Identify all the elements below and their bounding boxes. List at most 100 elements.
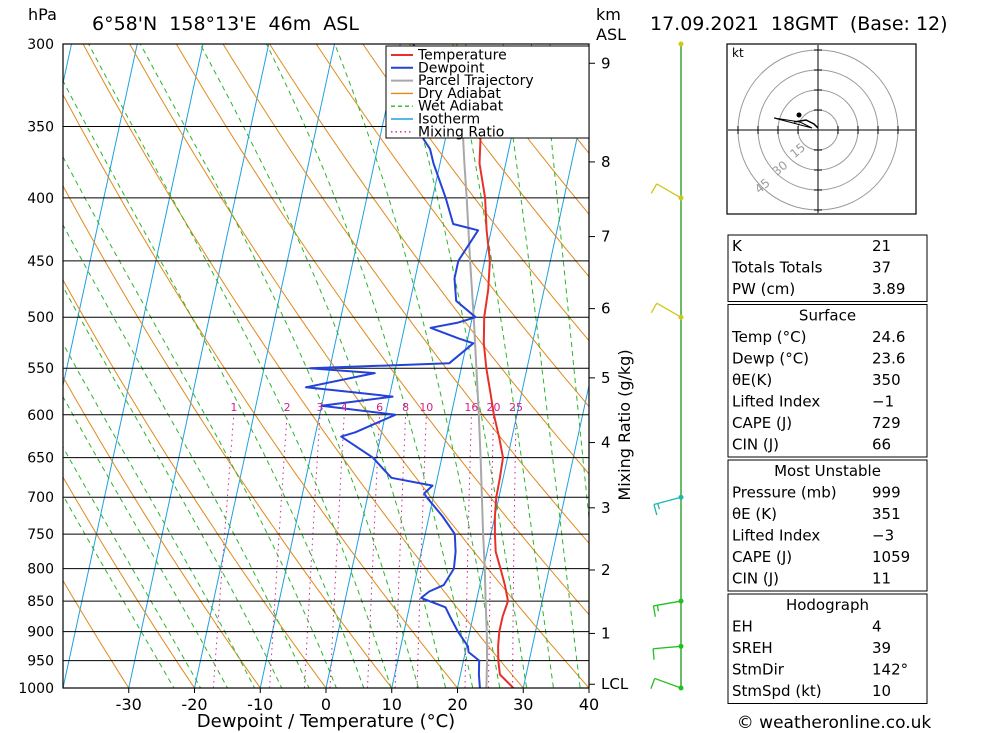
- general-indices-row-label: PW (cm): [732, 280, 795, 298]
- legend-label: Mixing Ratio: [418, 124, 504, 140]
- mixing-ratio-label: 25: [509, 401, 523, 414]
- pressure-tick-label: 500: [27, 310, 54, 326]
- general-indices-row-value: 37: [872, 259, 891, 277]
- pressure-tick-label: 950: [27, 654, 54, 670]
- height-tick-label: LCL: [601, 675, 629, 693]
- pressure-tick-label: 850: [27, 594, 54, 610]
- surface-indices-row-value: 66: [872, 436, 891, 454]
- surface-indices-row-label: Dewp (°C): [732, 350, 809, 368]
- isotherm-line: [63, 44, 204, 688]
- wet-adiabat-line: [63, 395, 229, 688]
- legend-label: Dewpoint: [418, 60, 485, 76]
- surface-indices-row-value: 23.6: [872, 350, 905, 368]
- isotherm-line: [63, 44, 138, 388]
- hodograph-indices-row-value: 4: [872, 618, 882, 636]
- pressure-tick-label: 350: [27, 119, 54, 135]
- mixing-ratio-label: 10: [419, 401, 433, 414]
- hodograph-indices-row-label: StmSpd (kt): [732, 682, 822, 700]
- wet-adiabat-line: [63, 79, 365, 688]
- general-indices-row-value: 21: [872, 237, 891, 255]
- pressure-tick-label: 400: [27, 191, 54, 207]
- mixing-ratio-label: 20: [487, 401, 501, 414]
- most-unstable-indices-title: Most Unstable: [774, 462, 881, 480]
- hodograph-indices-row-value: 142°: [872, 661, 908, 679]
- most-unstable-indices-row-label: Pressure (mb): [732, 484, 837, 502]
- dry-adiabat-line: [362, 44, 589, 342]
- dry-adiabat-line: [315, 44, 589, 408]
- mixing-ratio-line: [212, 414, 235, 688]
- pressure-tick-label: 300: [27, 37, 54, 53]
- surface-indices-box: [727, 304, 928, 458]
- dewpoint-line: [304, 44, 481, 688]
- dry-adiabat-line: [63, 476, 196, 688]
- mixing-ratio-line: [303, 414, 321, 688]
- general-indices-row-value: 3.89: [872, 280, 905, 298]
- hodograph-indices-row-label: EH: [732, 618, 753, 636]
- surface-indices-row-label: CIN (J): [732, 436, 779, 454]
- mixing-ratio-axis-title: Mixing Ratio (g/kg): [615, 349, 634, 500]
- hodograph-indices-row-label: StmDir: [732, 661, 785, 679]
- height-tick-label: 9: [601, 54, 611, 72]
- wet-adiabat-line: [452, 44, 554, 688]
- isotherm-line: [0, 0, 27, 714]
- isotherm-line: [63, 44, 73, 86]
- general-indices-box: [727, 234, 928, 302]
- surface-indices-row-value: −1: [872, 393, 894, 411]
- temperature-tick-label: 10: [382, 695, 402, 714]
- pressure-tick-label: 700: [27, 490, 54, 506]
- wet-adiabat-line: [397, 44, 528, 688]
- mixing-ratio-label: 16: [464, 401, 478, 414]
- surface-indices-row-label: CAPE (J): [732, 414, 792, 432]
- most-unstable-indices-row-label: CAPE (J): [732, 548, 792, 566]
- hodograph-trace: [793, 119, 819, 129]
- temperature-tick-label: 30: [513, 695, 533, 714]
- isotherm-lines: [0, 0, 589, 714]
- general-indices-row-label: K: [732, 237, 743, 255]
- isotherm-line: [193, 44, 336, 688]
- height-tick-label: 7: [601, 228, 611, 246]
- temperature-tick-label: -30: [116, 695, 142, 714]
- wet-adiabat-line: [499, 44, 581, 688]
- location-title: 6°58'N 158°13'E 46m ASL: [92, 13, 359, 35]
- parcel-trajectory-line: [461, 126, 489, 688]
- wet-adiabat-line: [139, 44, 419, 688]
- surface-indices-row-value: 350: [872, 371, 901, 389]
- legend-label: Dry Adiabat: [418, 86, 501, 102]
- height-unit-km: km: [596, 5, 621, 24]
- isotherm-line: [522, 383, 589, 688]
- most-unstable-indices-row-label: CIN (J): [732, 570, 779, 588]
- dry-adiabat-line: [408, 44, 589, 278]
- wet-adiabat-line: [63, 446, 202, 688]
- mixing-ratio-label: 4: [341, 401, 348, 414]
- hodograph-indices-row-value: 39: [872, 639, 891, 657]
- most-unstable-indices-row-label: θE (K): [732, 505, 777, 523]
- dry-adiabat-line: [455, 44, 589, 216]
- surface-indices-row-label: Lifted Index: [732, 393, 820, 411]
- legend-label: Temperature: [417, 48, 507, 64]
- hodograph-indices-row-label: SREH: [732, 639, 773, 657]
- wind-barb-flag: [652, 605, 656, 617]
- legend-box: [385, 45, 590, 139]
- mixing-ratio-line: [512, 414, 517, 688]
- x-axis-title: Dewpoint / Temperature (°C): [197, 711, 455, 732]
- wind-barb-staff: [653, 496, 682, 506]
- wind-barb-staff: [656, 302, 682, 318]
- dry-adiabat-line: [918, 0, 1000, 714]
- legend-label: Wet Adiabat: [418, 99, 504, 115]
- sounding-series: [304, 44, 515, 688]
- mixing-ratio-label: 1: [230, 401, 237, 414]
- most-unstable-indices-row-label: Lifted Index: [732, 527, 820, 545]
- wind-barb-flag: [653, 504, 658, 516]
- surface-indices-title: Surface: [799, 307, 856, 325]
- credit-footer: © weatheronline.co.uk: [737, 713, 932, 733]
- most-unstable-indices-row-value: 351: [872, 505, 901, 523]
- pressure-tick-label: 750: [27, 527, 54, 543]
- hodograph-indices-title: Hodograph: [786, 596, 869, 614]
- wind-barb-flag: [652, 648, 655, 660]
- dry-adiabat-line: [962, 0, 1000, 714]
- storm-motion-marker: [773, 117, 813, 129]
- wind-barb-flag: [650, 183, 658, 194]
- wind-barb-flag: [650, 302, 658, 314]
